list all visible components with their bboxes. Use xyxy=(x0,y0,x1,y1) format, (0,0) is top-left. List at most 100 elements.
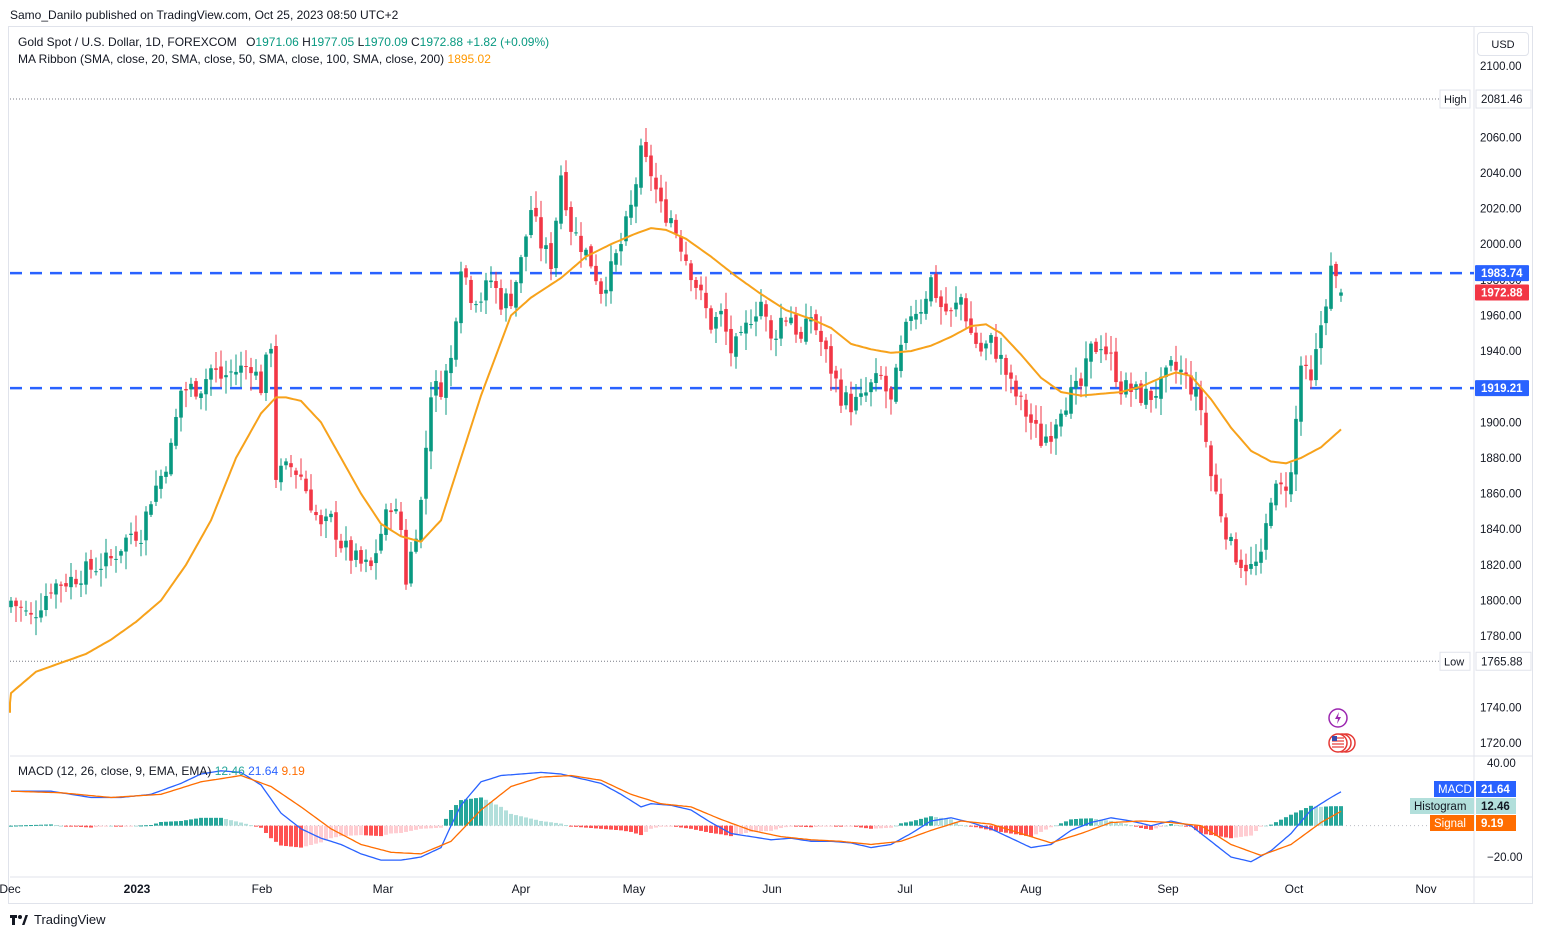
candle-body xyxy=(1144,388,1148,405)
macd-histogram-bar xyxy=(1309,805,1313,826)
candle-body xyxy=(64,583,68,587)
candle xyxy=(464,265,468,285)
last-price-value: 1972.88 xyxy=(1481,287,1523,299)
macd-histogram-bar xyxy=(44,824,48,826)
low-label-box xyxy=(1439,651,1471,671)
candle xyxy=(664,181,668,227)
candle-body xyxy=(819,330,823,342)
macd-histogram-bar xyxy=(139,825,143,827)
candle xyxy=(709,305,713,334)
candle-body xyxy=(1199,388,1203,411)
candle-body xyxy=(189,383,193,390)
candle xyxy=(604,276,608,307)
price-tick-label: 1940.00 xyxy=(1480,346,1522,358)
macd-histogram-bar xyxy=(1184,825,1188,827)
candle-body xyxy=(604,289,608,294)
candle xyxy=(574,217,578,236)
candle-body xyxy=(919,312,923,314)
candle-body xyxy=(179,390,183,418)
currency-button[interactable]: USD xyxy=(1477,32,1529,56)
candle xyxy=(599,278,603,304)
macd-histogram-bar xyxy=(99,825,103,827)
candle xyxy=(379,524,383,554)
candle xyxy=(269,343,273,368)
macd-histogram-bar xyxy=(1029,825,1033,837)
macd-histogram-bar xyxy=(709,825,713,833)
macd-histogram-bar xyxy=(379,825,383,837)
candle xyxy=(1264,513,1268,560)
candle-body xyxy=(684,254,688,261)
candle xyxy=(24,600,28,617)
footer-brand: TradingView xyxy=(10,912,106,927)
macd-histogram-bar xyxy=(894,825,898,827)
macd-histogram-bar xyxy=(484,799,488,826)
candle xyxy=(694,276,698,300)
macd-histogram-bar xyxy=(1084,818,1088,826)
candle xyxy=(929,275,933,307)
candle-body xyxy=(1084,358,1088,387)
candle-body xyxy=(224,375,228,378)
candle xyxy=(944,287,948,316)
candle-body xyxy=(24,610,28,612)
candle-body xyxy=(979,342,983,352)
candle xyxy=(934,265,938,303)
macd-histogram-bar xyxy=(564,825,568,827)
macd-histogram-bar xyxy=(719,825,723,835)
macd-histogram-bar xyxy=(199,817,203,826)
price-tick-label: 2100.00 xyxy=(1480,61,1522,73)
candle-body xyxy=(1259,551,1263,563)
candle-body xyxy=(349,540,353,561)
macd-histogram-bar xyxy=(1124,824,1128,826)
candle xyxy=(439,370,443,400)
macd-histogram-bar xyxy=(504,810,508,826)
macd-histogram-bar xyxy=(74,825,78,827)
candle xyxy=(194,378,198,400)
macd-histogram-bar xyxy=(974,825,978,828)
candle xyxy=(484,272,488,315)
macd-histogram-bar xyxy=(279,825,283,846)
candle xyxy=(874,358,878,392)
macd-histogram-bar xyxy=(634,825,638,834)
price-tick-label: 2000.00 xyxy=(1480,239,1522,251)
candle xyxy=(224,360,228,394)
candle xyxy=(39,593,43,623)
macd-histogram-bar xyxy=(464,799,468,826)
candle xyxy=(304,470,308,494)
candle-body xyxy=(1324,306,1328,324)
candle xyxy=(1259,538,1263,574)
flag-canton xyxy=(1332,736,1337,741)
macd-histogram-bar xyxy=(914,820,918,826)
macd-histogram-bar xyxy=(844,825,848,827)
macd-tag-label: Histogram xyxy=(1414,801,1466,813)
candle-body xyxy=(564,172,568,211)
macd-histogram-bar xyxy=(264,825,268,833)
candle xyxy=(119,549,123,564)
candle-body xyxy=(859,393,863,397)
candle-body xyxy=(454,321,458,360)
candle xyxy=(569,201,573,246)
candle-body xyxy=(549,243,553,270)
macd-histogram-bar xyxy=(289,825,293,847)
candle xyxy=(349,536,353,574)
time-tick-label: Mar xyxy=(373,882,394,896)
candle xyxy=(229,359,233,387)
macd-histogram-bar xyxy=(734,825,738,836)
candle xyxy=(894,363,898,404)
candle-body xyxy=(1174,361,1178,371)
macd-histogram-bar xyxy=(1244,825,1248,837)
candle-body xyxy=(104,552,108,567)
candle-body xyxy=(1289,472,1293,495)
candle xyxy=(1159,367,1163,415)
candle-body xyxy=(229,371,233,373)
macd-histogram-bar xyxy=(274,825,278,842)
candle-body xyxy=(834,370,838,379)
macd-histogram-bar xyxy=(1114,822,1118,826)
candle xyxy=(1184,358,1188,389)
candle-body xyxy=(204,379,208,395)
candle-body xyxy=(414,538,418,552)
macd-histogram-bar xyxy=(369,825,373,836)
time-tick-label: May xyxy=(623,882,646,896)
macd-histogram-bar xyxy=(884,825,888,829)
macd-histogram-bar xyxy=(934,817,938,826)
